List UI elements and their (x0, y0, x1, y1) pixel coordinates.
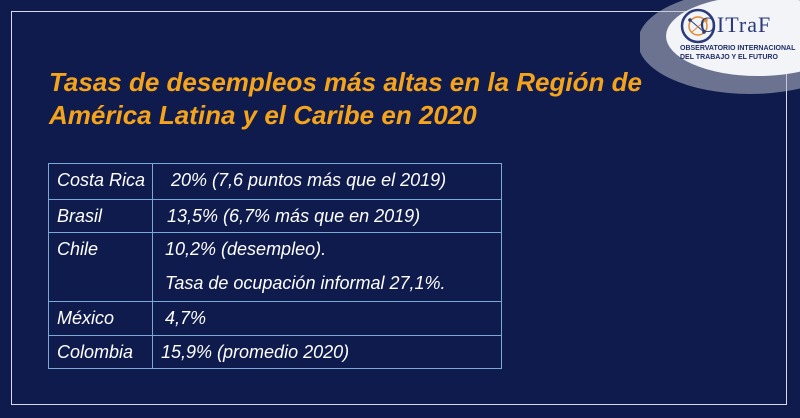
table-row: Brasil 13,5% (6,7% más que en 2019) (49, 200, 501, 233)
table-row: Costa Rica 20% (7,6 puntos más que el 20… (49, 164, 501, 200)
country-cell: Colombia (49, 336, 153, 368)
value-line: 10,2% (desempleo). (165, 239, 327, 259)
value-line: Tasa de ocupación informal 27,1%. (165, 273, 446, 293)
country-cell: México (49, 302, 153, 335)
page-title: Tasas de desempleos más altas en la Regi… (49, 67, 642, 130)
country-cell: Brasil (49, 200, 153, 232)
value-cell: 13,5% (6,7% más que en 2019) (167, 206, 421, 226)
table-row: Colombia 15,9% (promedio 2020) (49, 336, 501, 368)
value-cell: 20% (7,6 puntos más que el 2019) (171, 170, 447, 190)
unemployment-table: Costa Rica 20% (7,6 puntos más que el 20… (48, 163, 502, 369)
country-cell: Costa Rica (49, 164, 153, 199)
value-cell: 15,9% (promedio 2020) (161, 342, 350, 362)
slide-frame (11, 11, 787, 405)
country-cell: Chile (49, 233, 153, 301)
logo-background (640, 0, 800, 94)
logo-name: OITraF (700, 12, 772, 37)
gear-network-icon (680, 8, 716, 44)
table-row: México 4,7% (49, 302, 501, 336)
oitraf-logo: OITraF OBSERVATORIO INTERNACIONAL DEL TR… (640, 0, 800, 102)
value-cell: 4,7% (165, 308, 207, 328)
table-row: Chile 10,2% (desempleo). Tasa de ocupaci… (49, 233, 501, 302)
value-cell: 10,2% (desempleo). Tasa de ocupación inf… (153, 233, 501, 301)
logo-subtitle: OBSERVATORIO INTERNACIONAL DEL TRABAJO Y… (680, 45, 796, 61)
